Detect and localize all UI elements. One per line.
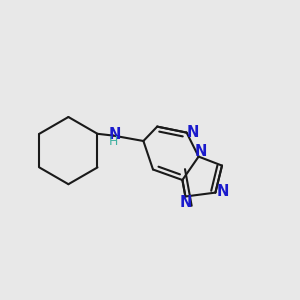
Text: N: N (109, 127, 121, 142)
Text: N: N (195, 144, 207, 159)
Text: H: H (109, 135, 118, 148)
Text: N: N (186, 125, 199, 140)
Text: N: N (216, 184, 229, 199)
Text: N: N (180, 195, 192, 210)
